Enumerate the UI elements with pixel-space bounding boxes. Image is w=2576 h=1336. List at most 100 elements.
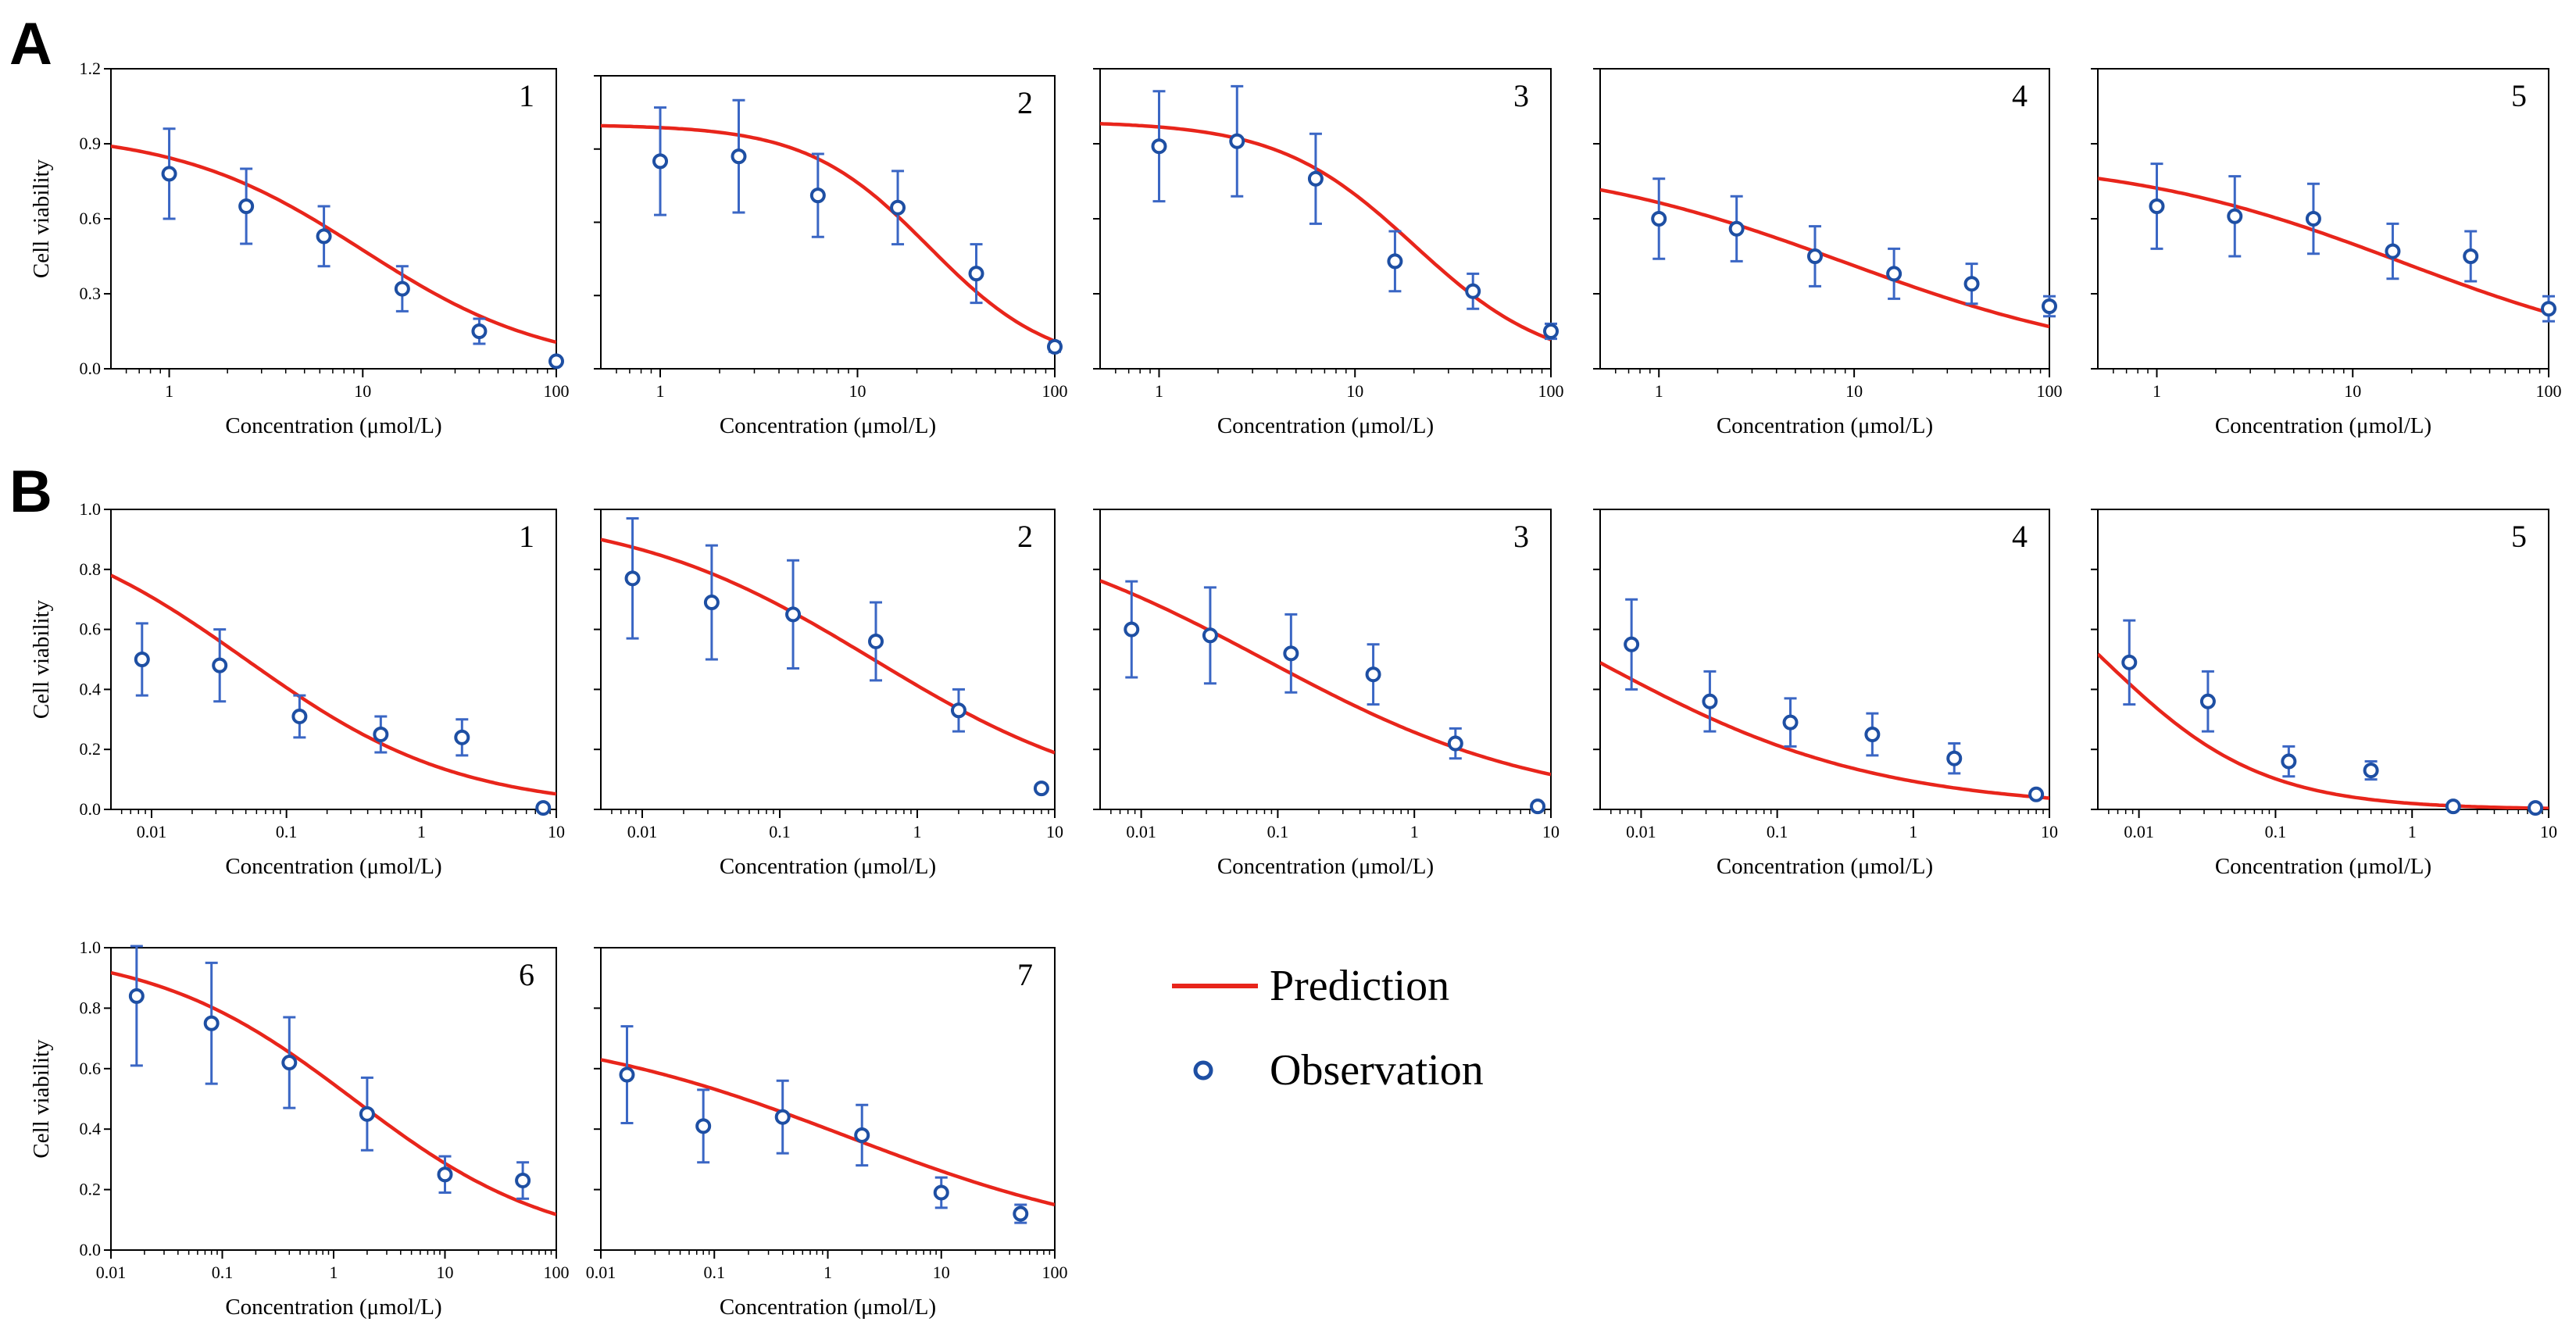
x-tick-label: 1: [1155, 381, 1163, 401]
x-tick-label: 0.1: [769, 822, 791, 841]
x-tick-label: 0.01: [586, 1263, 616, 1282]
x-tick-label: 0.1: [212, 1263, 234, 1282]
observation-point: [1886, 266, 1903, 282]
y-tick-label: 0.2: [80, 1180, 102, 1199]
observation-point: [854, 1127, 870, 1143]
prediction-curve: [601, 123, 1055, 343]
chart-number: 3: [1513, 78, 1529, 113]
prediction-curve: [1600, 661, 2049, 800]
y-tick-label: 0.6: [80, 209, 102, 228]
x-tick-label: 10: [2540, 822, 2557, 841]
x-tick-label: 0.1: [276, 822, 298, 841]
x-tick-label: 10: [1346, 381, 1363, 401]
observation-point: [515, 1172, 531, 1188]
x-axis-title: Concentration (μmol/L): [1217, 413, 1434, 438]
y-tick-label: 0.2: [80, 739, 102, 759]
prediction-curve: [601, 538, 1055, 755]
observation-point: [471, 323, 488, 339]
observation-point: [1283, 645, 1299, 662]
observation-point: [212, 657, 228, 673]
observation-point: [1530, 798, 1546, 815]
y-axis-title: Cell viability: [29, 159, 54, 278]
observation-point: [1651, 211, 1667, 227]
x-tick-label: 1: [1410, 822, 1419, 841]
x-tick-label: 1: [1655, 381, 1663, 401]
legend-observation-marker: [1193, 1060, 1213, 1081]
x-tick-label: 0.01: [2124, 822, 2154, 841]
prediction-curve: [2098, 652, 2549, 809]
observation-point: [316, 228, 332, 245]
observation-point: [785, 606, 802, 623]
chart-b4: 0.01 0.1 1 10 Concentration (μmol/L) 4: [1593, 509, 2058, 879]
plot-frame: [600, 509, 1056, 810]
prediction-curve: [601, 1058, 1055, 1207]
observation-point: [238, 198, 255, 214]
x-tick-label: 100: [1042, 1263, 1068, 1282]
observation-point: [950, 702, 966, 719]
observation-point: [968, 266, 984, 282]
observation-point: [1151, 138, 1167, 155]
observation-point: [695, 1118, 712, 1134]
observation-point: [2281, 753, 2297, 770]
prediction-curve: [1100, 122, 1551, 341]
observation-point: [2042, 298, 2057, 314]
x-tick-label: 100: [544, 381, 570, 401]
y-tick-label: 0.6: [80, 620, 102, 639]
x-tick-label: 0.01: [96, 1263, 127, 1282]
plot-frame: [1599, 68, 2050, 370]
chart-number: 4: [2012, 519, 2028, 554]
observation-point: [1543, 323, 1559, 339]
x-tick-label: 10: [2041, 822, 2058, 841]
x-axis-title: Concentration (μmol/L): [225, 854, 441, 879]
x-tick-label: 0.01: [1126, 822, 1156, 841]
x-tick-label: 10: [548, 822, 565, 841]
prediction-curve: [111, 970, 556, 1216]
observation-point: [1728, 220, 1745, 237]
chart-a4: 1 10 100 Concentration (μmol/L) 4: [1593, 68, 2063, 438]
observation-point: [2028, 786, 2045, 802]
x-tick-label: 10: [933, 1263, 950, 1282]
prediction-curve: [2098, 177, 2549, 315]
observation-point: [2149, 198, 2165, 214]
observation-point: [203, 1015, 220, 1031]
observation-point: [1013, 1206, 1029, 1222]
x-axis-title: Concentration (μmol/L): [720, 854, 936, 879]
chart-number: 1: [519, 519, 534, 554]
x-tick-label: 100: [2536, 381, 2562, 401]
legend-observation-label: Observation: [1270, 1046, 1484, 1095]
observation-point: [2121, 654, 2138, 670]
observation-point: [652, 153, 669, 170]
y-tick-label: 0.0: [80, 359, 102, 378]
y-tick-label: 1.2: [80, 59, 102, 78]
x-axis-title: Concentration (μmol/L): [225, 413, 441, 438]
plot-frame: [2097, 509, 2549, 810]
observation-point: [128, 988, 145, 1004]
observation-point: [281, 1055, 298, 1071]
plot-frame: [110, 509, 557, 810]
observation-point: [1047, 338, 1063, 355]
chart-number: 1: [519, 78, 534, 113]
observation-point: [2363, 763, 2379, 779]
chart-number: 6: [519, 957, 534, 992]
observation-point: [2305, 211, 2321, 227]
y-tick-label: 0.9: [80, 134, 102, 153]
chart-number: 5: [2511, 78, 2527, 113]
observation-point: [134, 652, 150, 667]
legend: Prediction Observation: [1172, 962, 1484, 1095]
x-tick-label: 10: [437, 1263, 454, 1282]
x-tick-label: 100: [1042, 381, 1068, 401]
prediction-curve: [111, 573, 556, 796]
x-tick-label: 1: [2153, 381, 2161, 401]
observation-point: [535, 800, 552, 816]
chart-number: 3: [1513, 519, 1529, 554]
x-tick-label: 10: [1046, 822, 1063, 841]
observation-point: [373, 727, 389, 742]
observation-point: [1033, 781, 1049, 797]
x-tick-label: 1: [1909, 822, 1917, 841]
y-tick-label: 0.4: [80, 679, 102, 698]
x-tick-label: 1: [417, 822, 426, 841]
y-tick-label: 0.8: [80, 559, 102, 579]
y-tick-label: 0.8: [80, 998, 102, 1017]
observation-point: [731, 148, 747, 165]
